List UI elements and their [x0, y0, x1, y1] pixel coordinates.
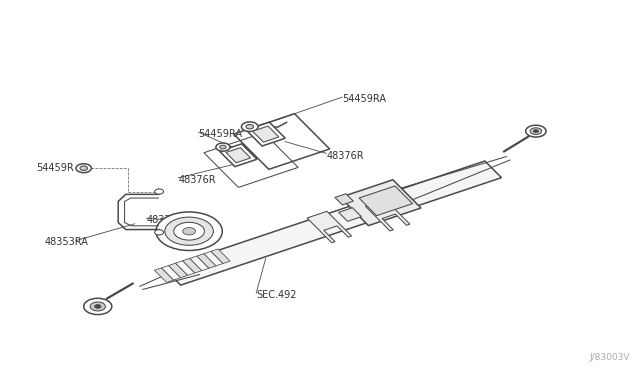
Text: SEC.492: SEC.492	[256, 290, 296, 300]
Circle shape	[246, 125, 253, 129]
Circle shape	[241, 122, 258, 132]
Polygon shape	[226, 148, 250, 163]
Circle shape	[165, 217, 213, 245]
Polygon shape	[175, 261, 195, 275]
Polygon shape	[359, 186, 413, 216]
Polygon shape	[211, 249, 230, 263]
Text: J/83003V: J/83003V	[589, 353, 630, 362]
Polygon shape	[335, 194, 353, 205]
Polygon shape	[220, 144, 257, 167]
Polygon shape	[154, 268, 173, 282]
Circle shape	[155, 189, 164, 194]
Text: 54459RA: 54459RA	[342, 94, 387, 104]
Polygon shape	[168, 263, 188, 278]
Circle shape	[95, 305, 101, 308]
Circle shape	[156, 212, 222, 250]
Circle shape	[173, 222, 204, 240]
Text: 48353RA: 48353RA	[44, 237, 88, 247]
Circle shape	[530, 128, 541, 135]
Polygon shape	[253, 126, 279, 142]
Circle shape	[216, 143, 230, 151]
Polygon shape	[365, 199, 410, 231]
Text: 54459R: 54459R	[36, 163, 74, 173]
Polygon shape	[307, 211, 351, 243]
Polygon shape	[161, 266, 180, 280]
Text: 48376R: 48376R	[178, 175, 216, 185]
Text: 48376RA: 48376RA	[147, 215, 190, 225]
Polygon shape	[246, 122, 285, 146]
Polygon shape	[182, 259, 202, 273]
Text: 54459RA: 54459RA	[198, 129, 243, 139]
Circle shape	[76, 164, 92, 173]
Polygon shape	[204, 251, 223, 266]
Polygon shape	[189, 256, 209, 270]
Circle shape	[533, 130, 538, 133]
Circle shape	[90, 302, 106, 311]
Text: 48376R: 48376R	[326, 151, 364, 161]
Circle shape	[220, 145, 226, 149]
Polygon shape	[339, 208, 362, 221]
Circle shape	[182, 228, 195, 235]
Circle shape	[525, 125, 546, 137]
Circle shape	[80, 166, 88, 170]
Polygon shape	[340, 180, 421, 225]
Circle shape	[155, 230, 164, 235]
Circle shape	[84, 298, 112, 315]
Polygon shape	[197, 254, 216, 268]
Polygon shape	[164, 161, 502, 285]
